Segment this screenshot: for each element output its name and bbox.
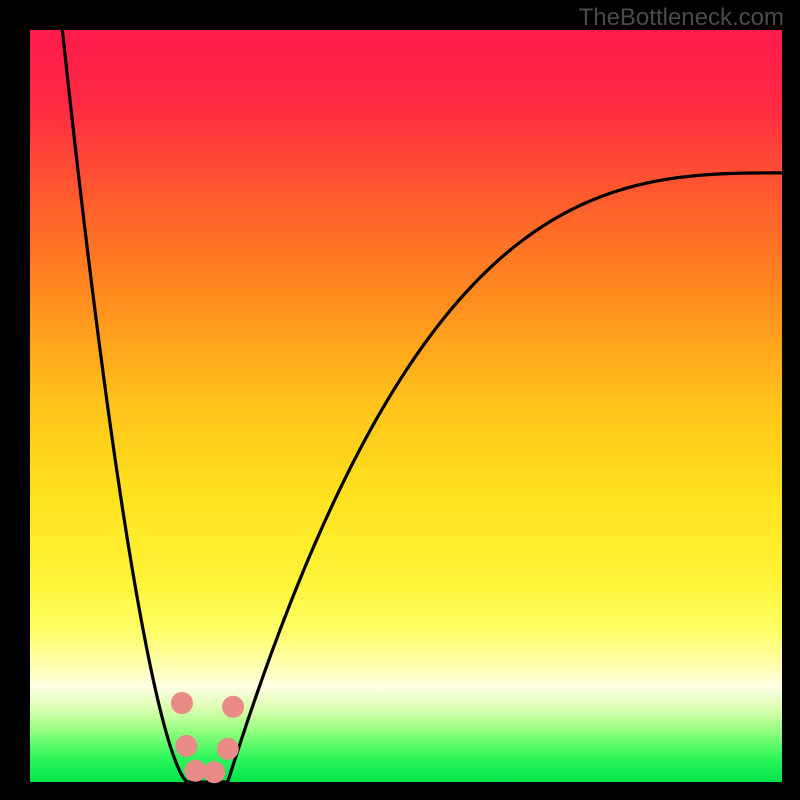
marker-dot bbox=[185, 760, 206, 781]
chart-stage: TheBottleneck.com bbox=[0, 0, 800, 800]
plot-area bbox=[30, 30, 782, 782]
marker-dot bbox=[204, 762, 225, 783]
marker-dot bbox=[176, 735, 197, 756]
right-curve bbox=[207, 173, 782, 782]
left-curve bbox=[62, 30, 206, 782]
curve-layer bbox=[30, 30, 782, 782]
marker-dot bbox=[223, 696, 244, 717]
watermark-text: TheBottleneck.com bbox=[579, 4, 784, 32]
marker-dot bbox=[171, 693, 192, 714]
marker-dot bbox=[217, 738, 238, 759]
